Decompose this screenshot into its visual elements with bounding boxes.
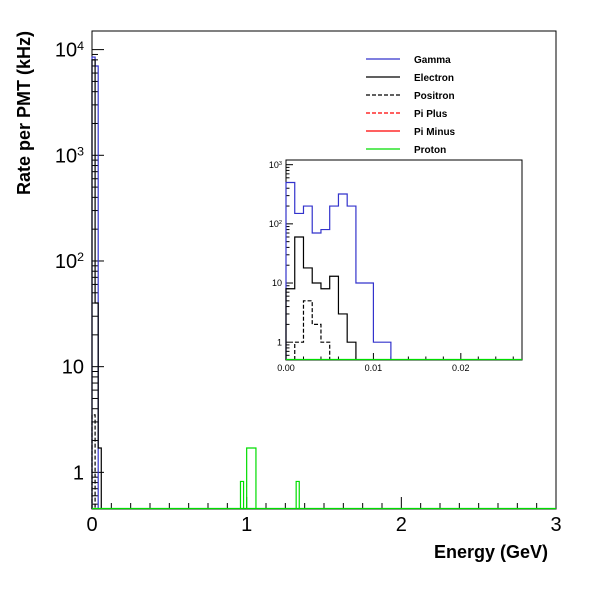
legend-label-pi-minus: Pi Minus (414, 127, 456, 138)
x-tick-label: 0.00 (277, 363, 295, 373)
y-tick-label: 103 (269, 160, 282, 170)
legend-label-pi-plus: Pi Plus (414, 109, 448, 120)
x-tick-label: 1 (241, 514, 252, 536)
main-series-group (91, 56, 556, 510)
y-tick-label: 102 (55, 250, 84, 273)
y-tick-label: 104 (55, 39, 84, 62)
inset-x-tick-labels: 0.00 0.01 0.02 (277, 363, 469, 373)
series-electron-line (91, 59, 102, 509)
y-tick-label: 102 (269, 219, 282, 229)
y-tick-label: 10 (62, 357, 84, 379)
legend-label-gamma: Gamma (414, 55, 451, 66)
legend-label-positron: Positron (414, 91, 455, 102)
inset-plot-frame (285, 159, 523, 361)
x-axis-title: Energy (GeV) (434, 542, 548, 562)
x-tick-label: 2 (396, 514, 407, 536)
inset-series-group (285, 181, 522, 361)
main-x-tick-labels: 0 1 2 3 (86, 514, 561, 536)
x-tick-label: 3 (550, 514, 561, 536)
y-tick-label: 103 (55, 144, 84, 167)
series-electron-line (285, 236, 357, 360)
series-gamma-line (285, 181, 392, 360)
y-tick-label: 1 (277, 337, 282, 347)
legend-label-proton: Proton (414, 145, 446, 156)
y-tick-label: 1 (73, 462, 84, 484)
inset-y-tick-labels: 1 10 102 103 (269, 160, 282, 348)
legend: Gamma Electron Positron Pi Plus Pi Minus Prot… (366, 55, 456, 156)
y-tick-label: 10 (272, 278, 282, 288)
x-tick-label: 0.01 (365, 363, 383, 373)
legend-label-electron: Electron (414, 73, 454, 84)
y-axis-title: Rate per PMT (kHz) (14, 31, 34, 195)
main-y-tick-labels: 1 10 102 103 104 (55, 39, 84, 485)
x-tick-label: 0.02 (452, 363, 470, 373)
x-tick-label: 0 (86, 514, 97, 536)
series-positron-line (91, 414, 96, 509)
series-proton-line (239, 447, 300, 509)
